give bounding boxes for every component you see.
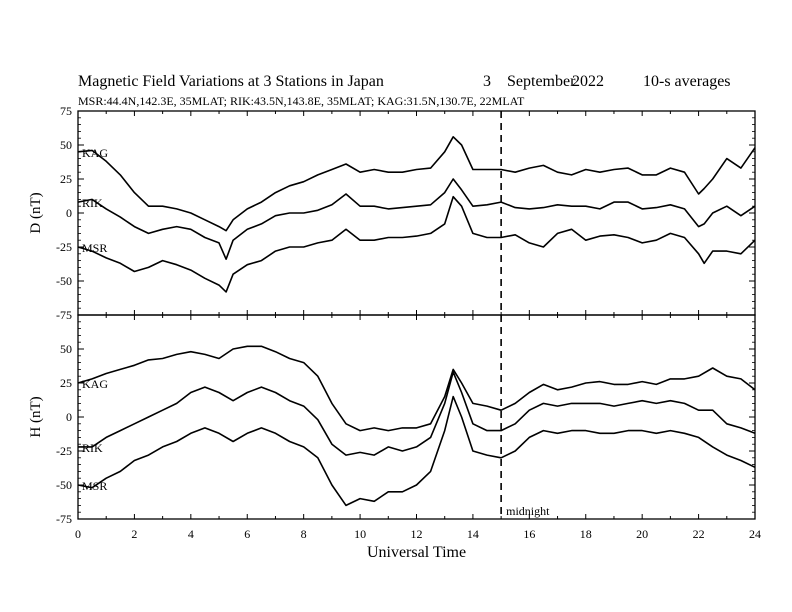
xtick-label: 10 (354, 527, 366, 541)
date-day: 3 (483, 73, 491, 90)
d-ytick-label: 0 (66, 206, 72, 220)
d-axis-label: D (nT) (28, 192, 44, 233)
xtick-label: 8 (301, 527, 307, 541)
d-ytick-label: -25 (56, 240, 72, 254)
d-series-msr (77, 195, 756, 293)
chart-title: Magnetic Field Variations at 3 Stations … (78, 73, 384, 90)
d-series-label-kag: KAG (82, 146, 108, 160)
xtick-label: 12 (411, 527, 423, 541)
d-ytick-label: 50 (60, 138, 72, 152)
h-series-kag (77, 345, 756, 432)
h-series-label-rik: RIK (82, 441, 103, 455)
h-axis-label: H (nT) (28, 396, 44, 437)
h-series-label-msr: MSR (82, 479, 107, 493)
d-ytick-label: 25 (60, 172, 72, 186)
x-axis-label: Universal Time (367, 544, 466, 561)
xtick-label: 16 (523, 527, 535, 541)
stations-info: MSR:44.4N,142.3E, 35MLAT; RIK:43.5N,143.… (78, 94, 525, 108)
xtick-label: 24 (749, 527, 761, 541)
xtick-label: 20 (636, 527, 648, 541)
h-panel-frame (77, 314, 756, 520)
date-month: September (507, 73, 576, 90)
d-series-kag (77, 136, 756, 232)
xtick-label: 18 (580, 527, 592, 541)
date-year: 2022 (572, 73, 604, 90)
d-series-rik (77, 178, 756, 260)
xtick-label: 14 (467, 527, 479, 541)
xtick-label: 0 (75, 527, 81, 541)
averaging-label: 10-s averages (643, 73, 731, 90)
h-ytick-label: 25 (60, 376, 72, 390)
d-panel-frame (77, 110, 756, 316)
h-series-msr (77, 395, 756, 507)
xtick-label: 4 (188, 527, 194, 541)
d-ytick-label: -75 (56, 308, 72, 322)
h-ytick-label: 50 (60, 342, 72, 356)
d-ytick-label: -50 (56, 274, 72, 288)
h-ytick-label: -50 (56, 478, 72, 492)
h-series-rik (78, 371, 756, 456)
d-series-label-rik: RIK (82, 196, 103, 210)
h-ytick-label: -75 (56, 512, 72, 526)
xtick-label: 22 (693, 527, 705, 541)
h-ytick-label: 0 (66, 410, 72, 424)
h-series-label-kag: KAG (82, 377, 108, 391)
h-ytick-label: -25 (56, 444, 72, 458)
midnight-label: midnight (506, 504, 550, 518)
xtick-label: 6 (244, 527, 250, 541)
d-ytick-label: 75 (60, 104, 72, 118)
d-series-label-msr: MSR (82, 241, 107, 255)
xtick-label: 2 (131, 527, 137, 541)
